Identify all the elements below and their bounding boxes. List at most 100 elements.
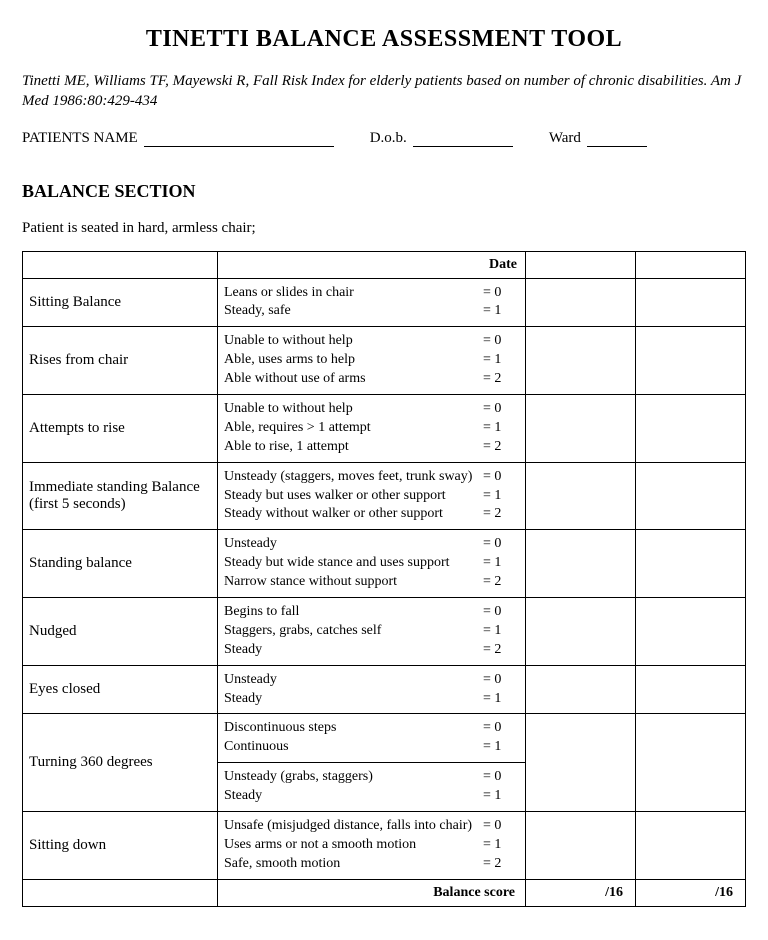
criteria-cell: Unsteady (staggers, moves feet, trunk sw… bbox=[218, 462, 526, 530]
criteria-text: Steady bbox=[224, 690, 477, 709]
score-value: = 1 bbox=[483, 738, 519, 757]
score-entry[interactable] bbox=[526, 278, 636, 327]
criteria-text: Unsteady bbox=[224, 535, 477, 554]
criteria-cell: Leans or slides in chairSteady, safe= 0=… bbox=[218, 278, 526, 327]
score-value: = 0 bbox=[483, 284, 519, 303]
score-value: = 1 bbox=[483, 836, 519, 855]
table-row: Sitting Balance Leans or slides in chairS… bbox=[23, 278, 746, 327]
item-label: Sitting down bbox=[23, 811, 218, 879]
score-value: = 2 bbox=[483, 855, 519, 874]
criteria-text: Steady bbox=[224, 641, 477, 660]
criteria-text: Able, requires > 1 attempt bbox=[224, 419, 477, 438]
item-label: Attempts to rise bbox=[23, 394, 218, 462]
item-label: Sitting Balance bbox=[23, 278, 218, 327]
score-value: = 0 bbox=[483, 719, 519, 738]
criteria-text: Steady but wide stance and uses support bbox=[224, 554, 477, 573]
score-value: = 0 bbox=[483, 603, 519, 622]
score-entry[interactable] bbox=[526, 665, 636, 714]
score-entry[interactable] bbox=[526, 462, 636, 530]
criteria-text: Leans or slides in chair bbox=[224, 284, 477, 303]
score-value: = 1 bbox=[483, 419, 519, 438]
dob-field[interactable] bbox=[413, 130, 513, 147]
criteria-text: Uses arms or not a smooth motion bbox=[224, 836, 477, 855]
criteria-cell: Unable to without helpAble, uses arms to… bbox=[218, 327, 526, 395]
score-value: = 2 bbox=[483, 505, 519, 524]
score-value: = 1 bbox=[483, 690, 519, 709]
item-label: Standing balance bbox=[23, 530, 218, 598]
score-value: = 0 bbox=[483, 671, 519, 690]
date-header: Date bbox=[218, 251, 526, 278]
ward-field[interactable] bbox=[587, 130, 647, 147]
table-row: Immediate standing Balance (first 5 seco… bbox=[23, 462, 746, 530]
table-row: NudgedBegins to fallStaggers, grabs, cat… bbox=[23, 597, 746, 665]
score-entry[interactable] bbox=[636, 462, 746, 530]
criteria-text: Able without use of arms bbox=[224, 370, 477, 389]
header-row: Date bbox=[23, 251, 746, 278]
score-entry[interactable] bbox=[526, 394, 636, 462]
score-value: = 2 bbox=[483, 573, 519, 592]
criteria-text: Unsteady (grabs, staggers) bbox=[224, 768, 477, 787]
score-entry[interactable] bbox=[636, 665, 746, 714]
dob-label: D.o.b. bbox=[370, 130, 407, 147]
score-value: = 2 bbox=[483, 641, 519, 660]
score-value: = 0 bbox=[483, 817, 519, 836]
score-entry[interactable] bbox=[526, 714, 636, 812]
date-col-1[interactable] bbox=[526, 251, 636, 278]
table-row: Sitting down Unsafe (misjudged distance, … bbox=[23, 811, 746, 879]
score-entry[interactable] bbox=[526, 327, 636, 395]
item-label: Nudged bbox=[23, 597, 218, 665]
patient-name-field[interactable] bbox=[144, 130, 334, 147]
criteria-text: Begins to fall bbox=[224, 603, 477, 622]
patient-info-line: PATIENTS NAME D.o.b. Ward bbox=[22, 130, 746, 147]
ward-label: Ward bbox=[549, 130, 581, 147]
table-row: Attempts to riseUnable to without helpAb… bbox=[23, 394, 746, 462]
criteria-text: Narrow stance without support bbox=[224, 573, 477, 592]
criteria-text: Unable to without help bbox=[224, 400, 477, 419]
criteria-text: Unsafe (misjudged distance, falls into c… bbox=[224, 817, 477, 836]
score-entry[interactable] bbox=[636, 811, 746, 879]
balance-score-row: Balance score /16 /16 bbox=[23, 879, 746, 906]
score-entry[interactable] bbox=[636, 597, 746, 665]
score-value: = 0 bbox=[483, 332, 519, 351]
score-value: = 1 bbox=[483, 487, 519, 506]
score-value: = 0 bbox=[483, 468, 519, 487]
criteria-cell: UnsteadySteady but wide stance and uses … bbox=[218, 530, 526, 598]
criteria-text: Steady without walker or other support bbox=[224, 505, 477, 524]
criteria-cell: Unable to without helpAble, requires > 1… bbox=[218, 394, 526, 462]
criteria-cell: Unsafe (misjudged distance, falls into c… bbox=[218, 811, 526, 879]
criteria-text: Steady bbox=[224, 787, 477, 806]
criteria-text: Able to rise, 1 attempt bbox=[224, 438, 477, 457]
criteria-text: Unsteady (staggers, moves feet, trunk sw… bbox=[224, 468, 477, 487]
score-entry[interactable] bbox=[636, 714, 746, 812]
item-label: Rises from chair bbox=[23, 327, 218, 395]
score-entry[interactable] bbox=[636, 530, 746, 598]
criteria-text: Discontinuous steps bbox=[224, 719, 477, 738]
table-row: Eyes closedUnsteadySteady= 0= 1 bbox=[23, 665, 746, 714]
balance-score-2[interactable]: /16 bbox=[636, 879, 746, 906]
table-row: Standing balanceUnsteadySteady but wide … bbox=[23, 530, 746, 598]
score-entry[interactable] bbox=[526, 597, 636, 665]
criteria-text: Staggers, grabs, catches self bbox=[224, 622, 477, 641]
score-value: = 1 bbox=[483, 554, 519, 573]
criteria-cell: UnsteadySteady= 0= 1 bbox=[218, 665, 526, 714]
score-value: = 0 bbox=[483, 768, 519, 787]
score-value: = 2 bbox=[483, 370, 519, 389]
table-row: Rises from chairUnable to without helpAb… bbox=[23, 327, 746, 395]
score-entry[interactable] bbox=[636, 394, 746, 462]
criteria-text: Unable to without help bbox=[224, 332, 477, 351]
criteria-cell: Begins to fallStaggers, grabs, catches s… bbox=[218, 597, 526, 665]
balance-score-label: Balance score bbox=[218, 879, 526, 906]
score-entry[interactable] bbox=[636, 327, 746, 395]
criteria-text: Steady, safe bbox=[224, 302, 477, 321]
date-col-2[interactable] bbox=[636, 251, 746, 278]
section-heading: BALANCE SECTION bbox=[22, 181, 746, 202]
patient-name-label: PATIENTS NAME bbox=[22, 130, 138, 147]
score-entry[interactable] bbox=[526, 811, 636, 879]
score-value: = 1 bbox=[483, 622, 519, 641]
item-label: Turning 360 degrees bbox=[23, 714, 218, 812]
criteria-text: Able, uses arms to help bbox=[224, 351, 477, 370]
score-value: = 0 bbox=[483, 400, 519, 419]
score-entry[interactable] bbox=[526, 530, 636, 598]
score-entry[interactable] bbox=[636, 278, 746, 327]
balance-score-1[interactable]: /16 bbox=[526, 879, 636, 906]
